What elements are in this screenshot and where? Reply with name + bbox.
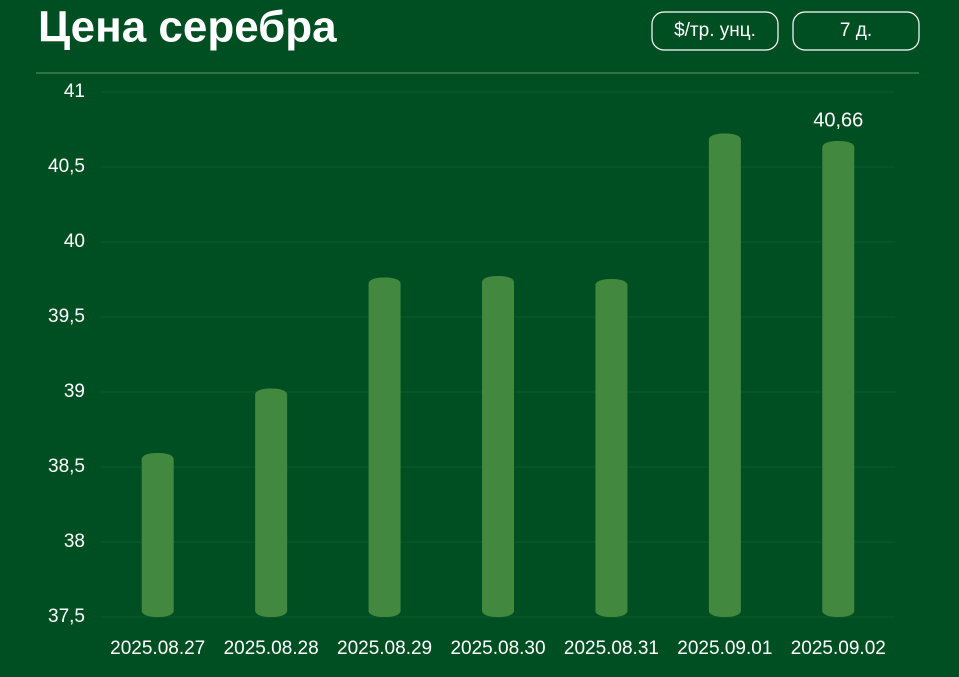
x-tick-label: 2025.08.29 xyxy=(337,638,432,659)
bar xyxy=(822,141,855,617)
x-tick-label: 2025.08.30 xyxy=(450,638,545,659)
x-tick-label: 2025.08.28 xyxy=(224,638,319,659)
y-tick-label: 39 xyxy=(64,381,85,402)
bar xyxy=(708,133,741,617)
y-tick-label: 41 xyxy=(64,81,85,102)
bar xyxy=(482,276,514,617)
x-tick-label: 2025.08.31 xyxy=(564,638,659,659)
unit-button-label[interactable]: $/тр. унц. xyxy=(674,20,756,41)
bar xyxy=(255,388,288,617)
period-button-frame[interactable] xyxy=(792,11,920,51)
y-tick-label: 38 xyxy=(64,531,85,552)
unit-button-frame[interactable] xyxy=(651,11,779,51)
bar xyxy=(368,277,401,617)
bar xyxy=(595,279,628,617)
bar xyxy=(141,453,174,617)
y-tick-label: 40 xyxy=(64,231,85,252)
period-button-label[interactable]: 7 д. xyxy=(840,20,872,41)
value-label: 40,66 xyxy=(813,109,863,131)
y-tick-label: 37,5 xyxy=(48,606,85,627)
x-tick-label: 2025.09.01 xyxy=(677,638,772,659)
period-button[interactable]: 7 д. xyxy=(792,11,920,51)
unit-button[interactable]: $/тр. унц. xyxy=(651,11,779,51)
chart-title: Цена серебра xyxy=(38,3,337,52)
x-tick-label: 2025.08.27 xyxy=(110,638,205,659)
y-tick-label: 39,5 xyxy=(48,306,85,327)
y-tick-label: 38,5 xyxy=(48,456,85,477)
y-tick-label: 40,5 xyxy=(48,156,85,177)
x-tick-label: 2025.09.02 xyxy=(791,638,886,659)
